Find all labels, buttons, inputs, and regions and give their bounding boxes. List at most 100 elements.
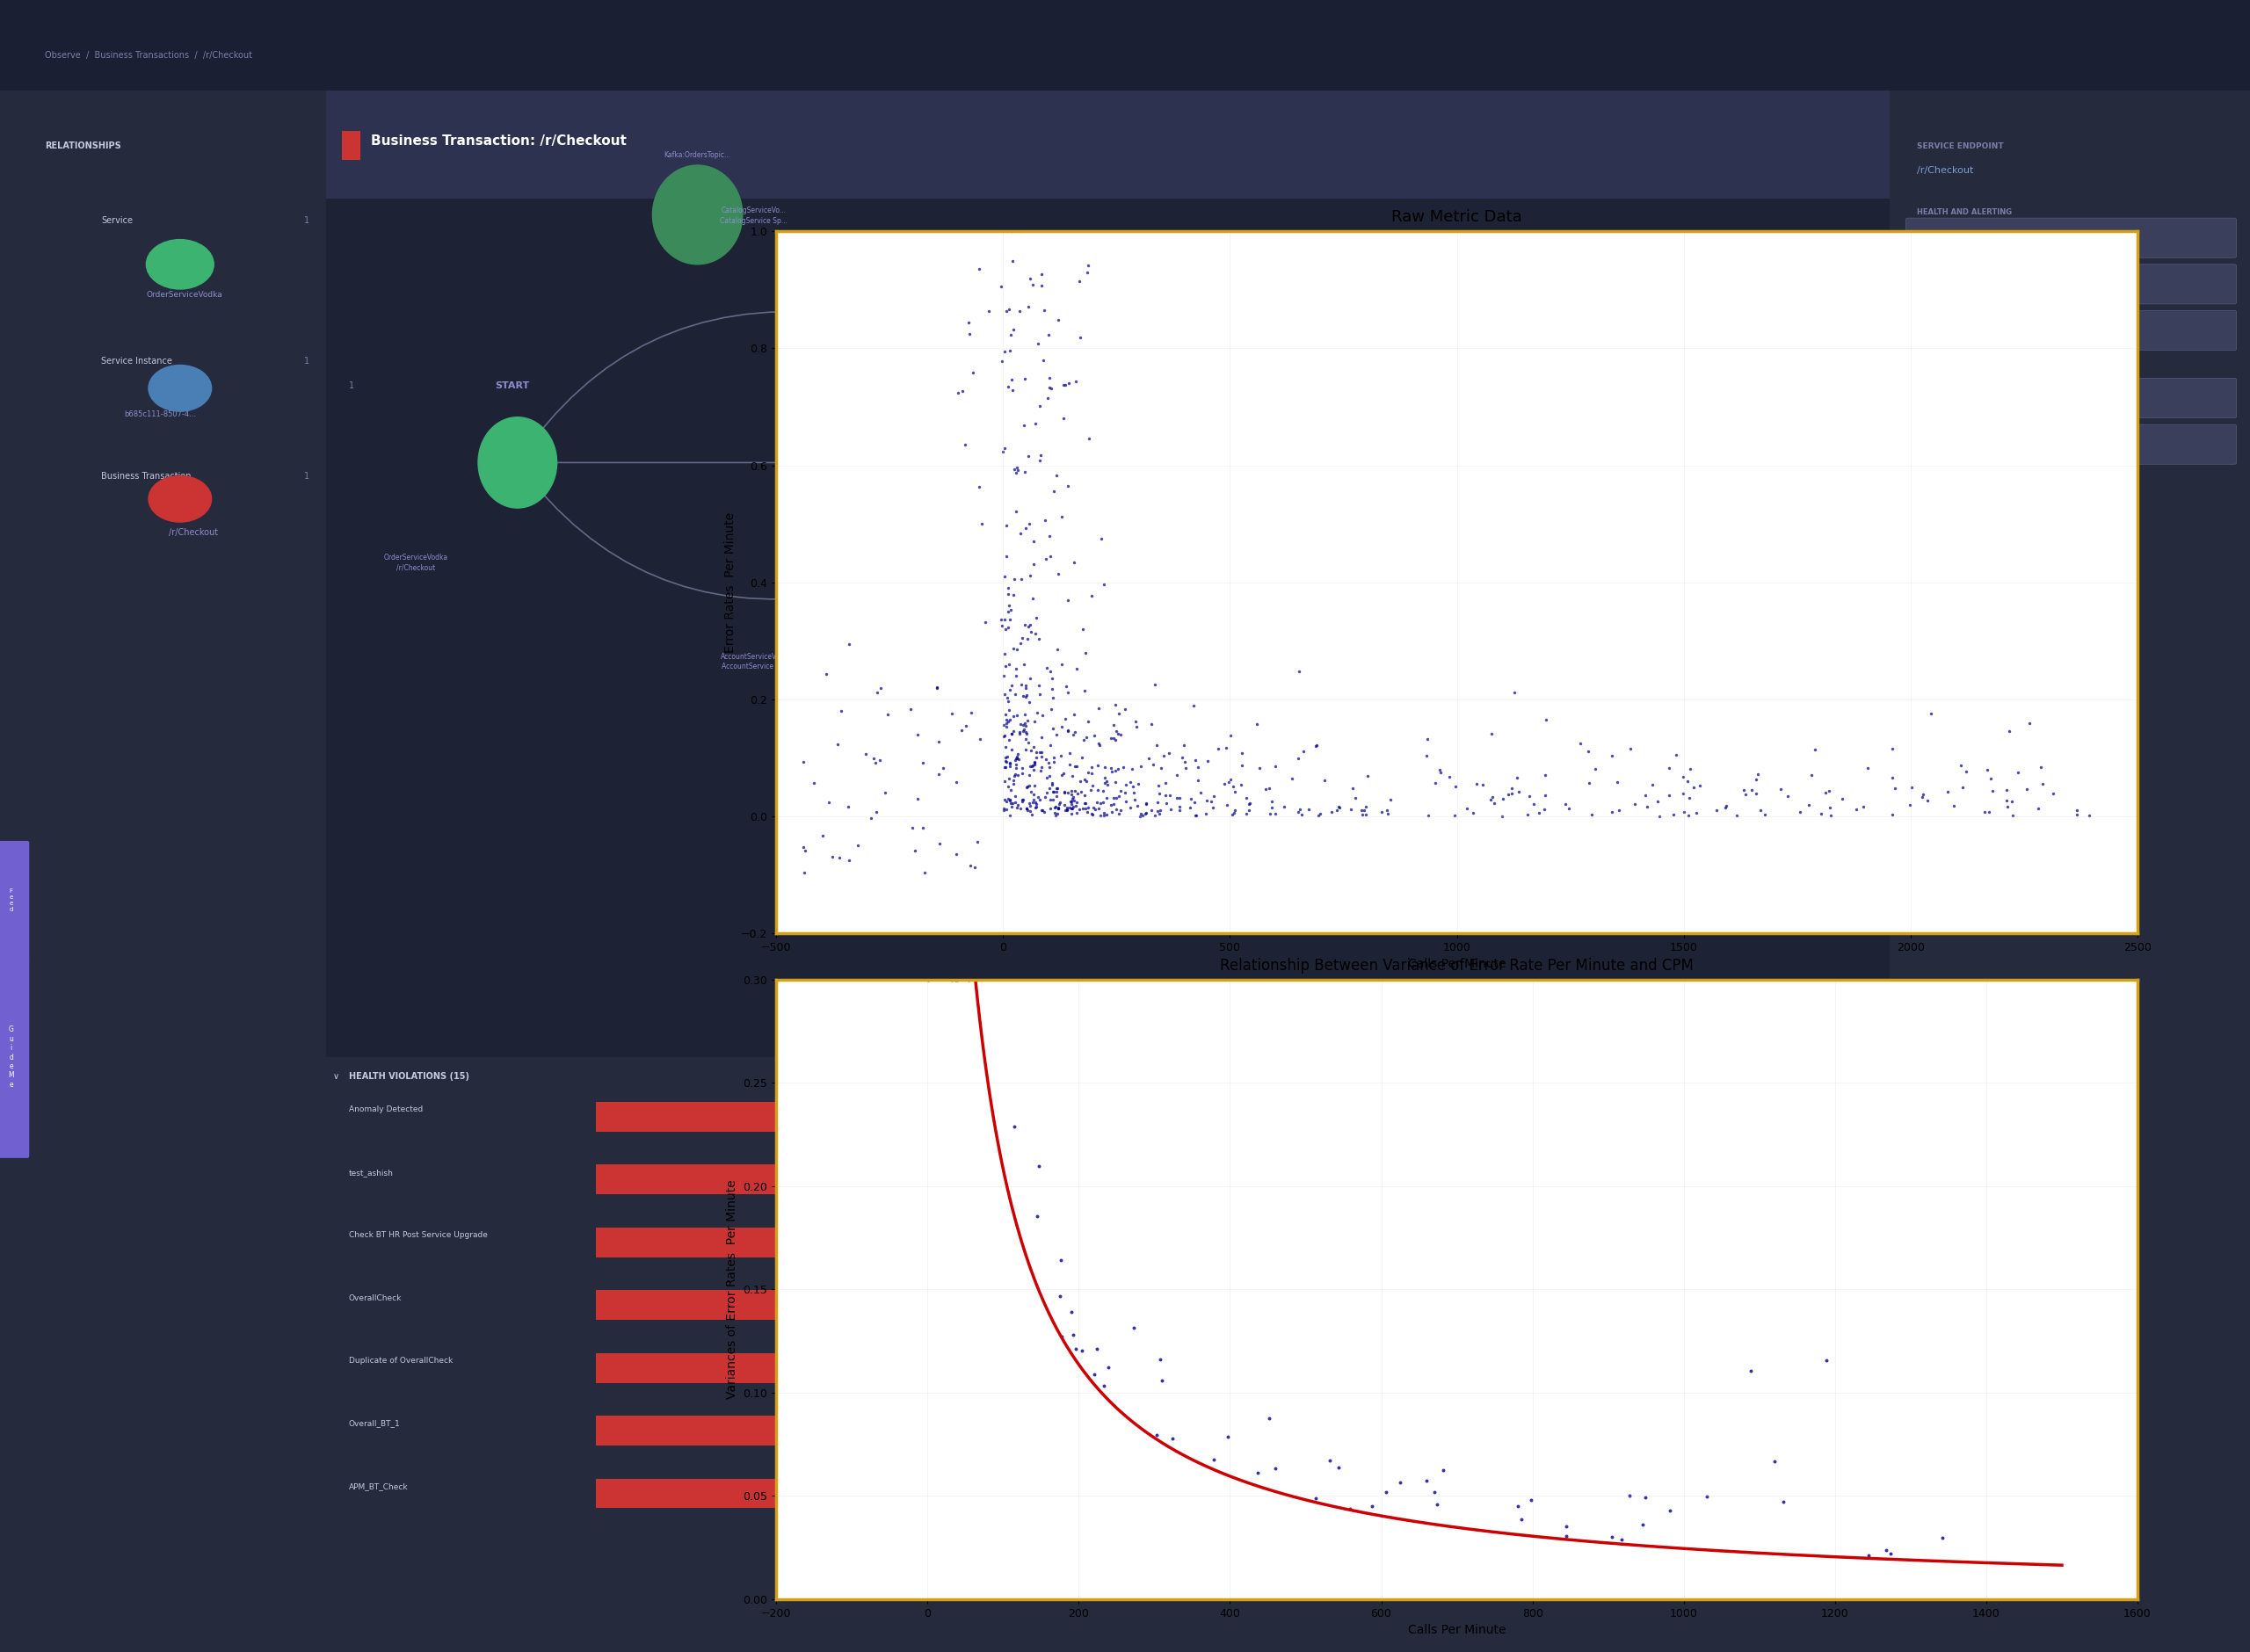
Point (1030, 373, 1066, 400)
Point (1735, 776, 1771, 803)
Point (1022, 393, 1057, 420)
Point (1123, 753, 1159, 780)
Point (1258, 753, 1294, 780)
Point (986, 724, 1022, 750)
Point (1001, 719, 1037, 745)
Text: CatalogServiceVo...
CatalogService Sp...: CatalogServiceVo... CatalogService Sp... (720, 206, 788, 225)
Point (1010, 443, 1046, 469)
Point (905, 750, 940, 776)
Point (999, 795, 1035, 821)
Point (988, 710, 1024, 737)
Point (1080, 776, 1116, 803)
FancyBboxPatch shape (326, 91, 1890, 198)
Point (1017, 709, 1053, 735)
Point (990, 773, 1026, 800)
Point (1989, 776, 2025, 803)
Point (1087, 765, 1123, 791)
Point (1161, 796, 1197, 823)
Point (2059, 801, 2095, 828)
Point (1004, 786, 1040, 813)
Point (1010, 707, 1046, 733)
Text: OrderProcessorSe...
OrderProcessorSe...: OrderProcessorSe... OrderProcessorSe... (1649, 504, 1717, 522)
Point (1069, 795, 1105, 821)
Point (1114, 757, 1150, 783)
Point (1048, 586, 1084, 613)
Point (1161, 793, 1197, 819)
Point (1022, 738, 1057, 765)
Point (1285, 738, 1321, 765)
Point (1652, 1497, 1688, 1523)
Point (1098, 727, 1134, 753)
Point (994, 218, 1030, 244)
Point (1022, 330, 1057, 357)
Point (1004, 755, 1040, 781)
Point (1874, 765, 1910, 791)
Point (1408, 743, 1444, 770)
Point (952, 966, 988, 993)
Point (1593, 742, 1629, 768)
Point (1141, 780, 1177, 806)
FancyBboxPatch shape (596, 1479, 1001, 1508)
Text: Health Rules: Health Rules (2050, 281, 2095, 287)
Point (997, 790, 1033, 816)
Point (1069, 724, 1105, 750)
Point (1015, 529, 1051, 555)
Text: FulfillmentService...
FulfillmentService ...: FulfillmentService... FulfillmentService… (1372, 504, 1440, 522)
Point (940, 966, 976, 993)
Text: SERVICE ENDPOINT: SERVICE ENDPOINT (1917, 142, 2005, 150)
Point (1008, 727, 1044, 753)
Point (988, 788, 1024, 814)
FancyBboxPatch shape (596, 1416, 1001, 1446)
Point (1728, 781, 1764, 808)
Point (1040, 720, 1075, 747)
Point (1010, 729, 1046, 755)
Point (1098, 785, 1134, 811)
Point (992, 322, 1028, 349)
Text: Observe  /  Business Transactions  /  /r/Checkout: Observe / Business Transactions / /r/Che… (45, 51, 252, 59)
X-axis label: Calls Per Minute: Calls Per Minute (1408, 958, 1505, 970)
Point (1798, 737, 1834, 763)
Text: Service: Service (1917, 497, 1948, 506)
Point (983, 613, 1019, 639)
Point (988, 297, 1024, 324)
Point (1422, 757, 1458, 783)
Point (992, 676, 1028, 702)
Point (1093, 791, 1130, 818)
Point (961, 474, 997, 501)
Point (1222, 771, 1258, 798)
Text: Anomaly Detected: Anomaly Detected (349, 1105, 423, 1113)
Point (1811, 795, 1847, 821)
Point (1098, 758, 1134, 785)
Point (824, 697, 860, 724)
Point (1739, 781, 1775, 808)
Point (992, 776, 1028, 803)
Point (1051, 740, 1087, 767)
Point (934, 700, 970, 727)
Point (1008, 737, 1044, 763)
Point (1071, 426, 1107, 453)
Circle shape (146, 240, 214, 289)
Point (2000, 758, 2036, 785)
Point (1652, 755, 1688, 781)
Point (1048, 795, 1084, 821)
Text: AccountServiceVo...
AccountService S...: AccountServiceVo... AccountService S... (720, 653, 788, 671)
Point (788, 838, 824, 864)
Text: test_ashish: test_ashish (349, 1168, 394, 1176)
Point (1055, 786, 1091, 813)
Point (1015, 585, 1051, 611)
Point (1408, 1467, 1444, 1493)
Point (986, 438, 1022, 464)
Point (994, 248, 1030, 274)
Point (1231, 790, 1267, 816)
Point (1382, 1469, 1418, 1495)
Point (1062, 768, 1098, 795)
Point (988, 722, 1024, 748)
Point (1206, 771, 1242, 798)
Text: OrderServiceVodka: OrderServiceVodka (146, 291, 223, 299)
Point (994, 317, 1030, 344)
Point (1044, 1323, 1080, 1350)
Point (988, 544, 1024, 570)
Point (1010, 294, 1046, 320)
Point (1010, 626, 1046, 653)
Point (1465, 771, 1501, 798)
